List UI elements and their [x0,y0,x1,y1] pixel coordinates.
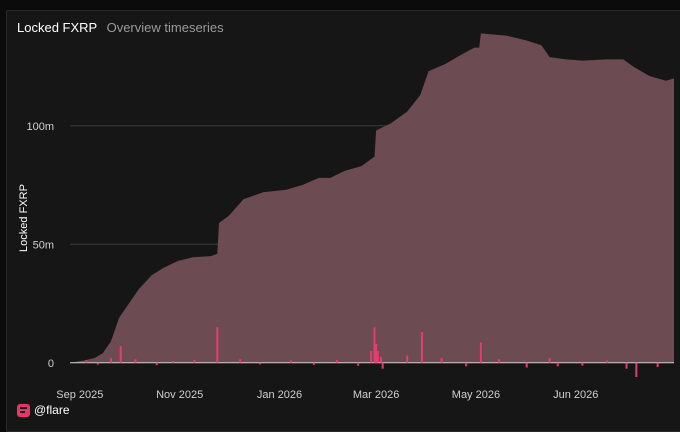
change-bar [155,362,158,366]
change-bar [109,358,112,363]
change-bar [258,362,261,365]
change-bar [376,350,379,363]
y-tick-label: 50m [33,239,54,251]
brand-handle: @flare [34,403,70,417]
change-bar [581,362,584,366]
area-series [70,33,674,363]
change-bar [370,350,373,363]
change-bar [605,360,608,363]
change-bar [119,346,122,363]
y-tick-label: 0 [48,358,54,370]
x-tick-label: Jan 2026 [257,389,302,401]
x-tick-label: May 2026 [452,389,500,401]
chart-title: Locked FXRP [17,20,97,35]
brand[interactable]: @flare [17,402,70,418]
change-bar [625,362,628,369]
change-bar [548,358,551,363]
change-bar [289,360,292,363]
flare-logo-icon [17,403,30,417]
change-bar [239,359,242,363]
change-bar [380,356,383,363]
change-bar [85,360,88,363]
chart-header: Locked FXRP Overview timeseries [17,20,224,35]
change-bar [375,343,378,363]
change-bar [357,362,360,366]
change-bar [406,355,409,363]
y-tick-label: 100m [26,121,54,133]
chart-subtitle: Overview timeseries [106,20,224,35]
change-bar [96,362,99,365]
change-bar [216,327,219,363]
x-tick-label: Jun 2026 [553,389,598,401]
change-bar [420,331,423,363]
change-bar [656,362,659,368]
change-bar [556,362,559,367]
change-bar [440,358,443,363]
change-bar [134,359,137,363]
change-bar [312,362,315,365]
y-axis-label: Locked FXRP [18,184,30,252]
x-tick-label: Mar 2026 [353,389,399,401]
change-bar [193,359,196,363]
change-bar [465,362,468,367]
change-bar [172,360,175,363]
change-bar [525,362,528,368]
change-bar [479,342,482,363]
x-tick-label: Nov 2025 [156,389,203,401]
chart-card: Locked FXRP Overview timeseries 0 50m 100m… [6,10,680,432]
locked-fxrp-chart: 0 50m 100m Sep 2025 Nov 2025 Jan 2026 Mar 2026… [18,33,674,401]
change-bar [373,327,376,363]
change-bar [335,359,338,363]
change-bar [381,362,384,369]
change-bar [497,359,500,363]
x-tick-label: Sep 2025 [56,389,103,401]
change-bar [635,362,638,377]
